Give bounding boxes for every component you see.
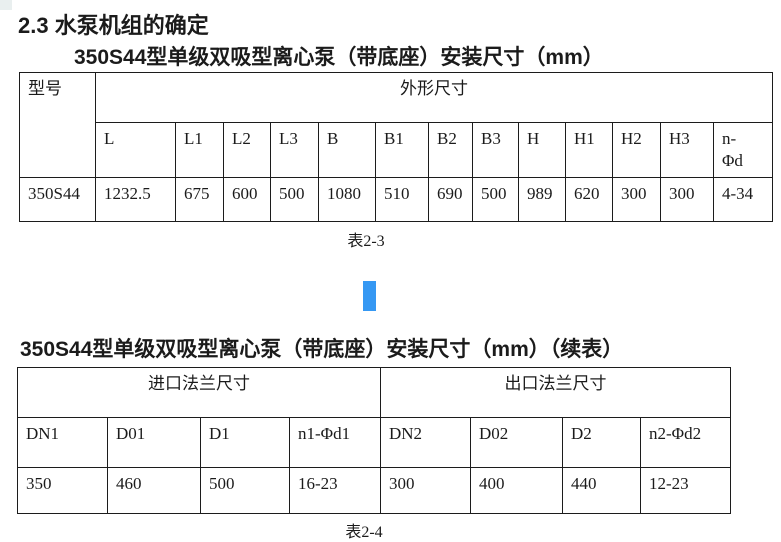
col-header-B3: B3 (472, 121, 519, 179)
data-cell-B: 1080 (318, 177, 376, 223)
col-header-B1: B1 (375, 121, 429, 179)
col-header-n-phi-d: n-Φd (712, 121, 774, 179)
table1-caption: 表2-3 (347, 233, 385, 250)
data-cell-n1-phi-d1: 16-23 (289, 467, 381, 514)
col-header-H3: H3 (660, 121, 714, 179)
blue-image-placeholder (363, 281, 376, 311)
data-cell-B2: 690 (428, 177, 473, 223)
table-row: L L1 L2 L3 B B1 B2 B3 H H1 H2 H3 n-Φd (20, 121, 774, 179)
table-row: 350S44 1232.5 675 600 500 1080 510 690 5… (19, 177, 774, 223)
data-cell-L3: 500 (270, 177, 319, 223)
data-cell-L1: 675 (175, 177, 224, 223)
col-header-n-phi-d-label: n-Φd (722, 129, 743, 171)
data-cell-D02: 400 (470, 467, 563, 514)
data-cell-DN2: 300 (380, 467, 471, 514)
inlet-flange-group-header: 进口法兰尺寸 (17, 367, 381, 418)
outlet-flange-group-header: 出口法兰尺寸 (380, 367, 731, 418)
col-header-DN1: DN1 (17, 417, 108, 468)
data-cell-H3: 300 (660, 177, 714, 223)
col-header-H: H (518, 121, 566, 179)
col-header-H1: H1 (565, 121, 613, 179)
data-cell-L2: 600 (223, 177, 271, 223)
col-header-DN2: DN2 (380, 417, 471, 468)
data-cell-B3: 500 (472, 177, 519, 223)
data-cell-D01: 460 (107, 467, 201, 514)
outline-dimensions-group-header: 外形尺寸 (94, 72, 774, 123)
table1-title: 350S44型单级双吸型离心泵（带底座）安装尺寸（mm） (74, 46, 604, 69)
col-header-B: B (318, 121, 376, 179)
flange-dimensions-table: 进口法兰尺寸 出口法兰尺寸 DN1 D01 D1 n1-Φd1 DN2 D02 … (17, 367, 731, 514)
col-header-H2: H2 (612, 121, 661, 179)
data-cell-H: 989 (518, 177, 566, 223)
col-header-L1: L1 (175, 121, 224, 179)
installation-dimensions-table: 型号 外形尺寸 L L1 L2 L3 B B1 B2 B3 H H1 H2 H3… (19, 71, 774, 223)
col-header-D01: D01 (107, 417, 201, 468)
col-header-L2: L2 (223, 121, 271, 179)
data-cell-n2-phi-d2: 12-23 (640, 467, 731, 514)
table-row: 进口法兰尺寸 出口法兰尺寸 (17, 367, 731, 418)
data-cell-D1: 500 (200, 467, 290, 514)
col-header-D2: D2 (562, 417, 641, 468)
table-row: 型号 外形尺寸 (19, 71, 774, 179)
col-header-L: L (95, 121, 176, 179)
table-row: DN1 D01 D1 n1-Φd1 DN2 D02 D2 n2-Φd2 (17, 417, 731, 468)
data-cell-H1: 620 (565, 177, 613, 223)
model-corner-header-cell: 型号 (19, 71, 96, 179)
col-header-D02: D02 (470, 417, 563, 468)
col-header-D1: D1 (200, 417, 290, 468)
data-cell-D2: 440 (562, 467, 641, 514)
data-cell-H2: 300 (612, 177, 661, 223)
col-header-B2: B2 (428, 121, 473, 179)
table-row: 350 460 500 16-23 300 400 440 12-23 (17, 467, 731, 514)
col-header-n1-phi-d1: n1-Φd1 (289, 417, 381, 468)
section-heading: 2.3 水泵机组的确定 (18, 13, 209, 38)
data-cell-DN1: 350 (17, 467, 108, 514)
table2-title: 350S44型单级双吸型离心泵（带底座）安装尺寸（mm）（续表） (20, 338, 624, 361)
window-edge-artifact (0, 0, 12, 10)
model-cell: 350S44 (19, 177, 96, 223)
table2-caption: 表2-4 (345, 524, 383, 541)
data-cell-L: 1232.5 (95, 177, 176, 223)
col-header-n2-phi-d2: n2-Φd2 (640, 417, 731, 468)
data-cell-n-phi-d: 4-34 (712, 177, 774, 223)
data-cell-B1: 510 (375, 177, 429, 223)
col-header-L3: L3 (270, 121, 319, 179)
